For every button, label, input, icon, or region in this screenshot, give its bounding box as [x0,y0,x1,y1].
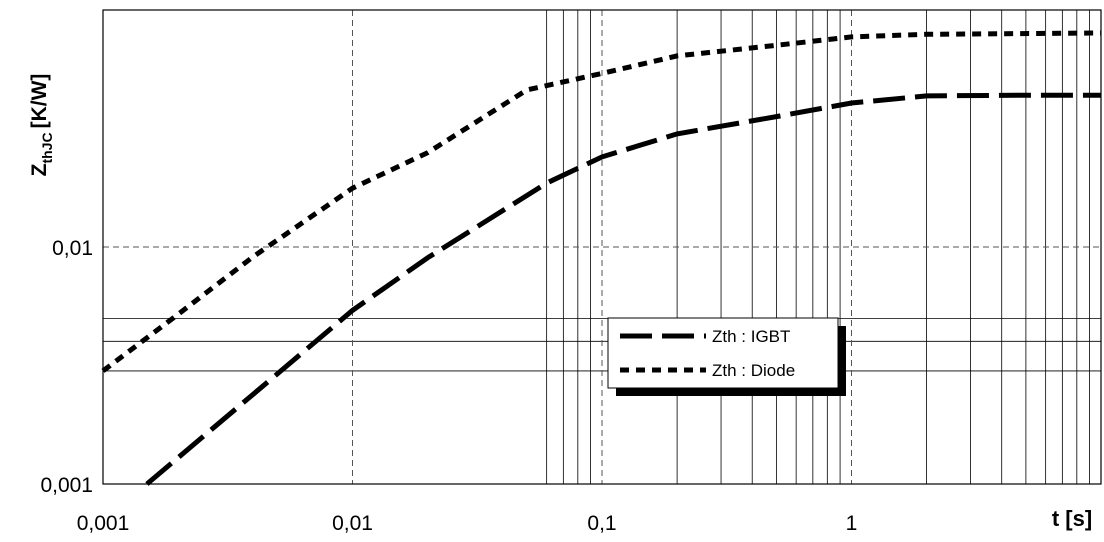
x-tick-label: 1 [846,512,858,535]
legend-label: Zth : IGBT [712,327,790,346]
legend [607,317,839,389]
x-tick-label: 0,001 [77,512,130,535]
y-label-main: Z [28,163,51,176]
series-line [101,30,1102,373]
y-tick-label: 0,01 [52,237,93,260]
legend-label: Zth : Diode [712,361,795,380]
x-axis-label: t [s] [1052,506,1092,531]
series-line [145,92,1101,486]
x-tick-label: 0,01 [332,512,373,535]
y-tick-label: 0,001 [40,474,93,497]
y-axis-label: ZthJC [K/W] [28,74,55,177]
y-label-unit: [K/W] [28,74,51,129]
x-tick-label: 0,1 [587,512,616,535]
plot-frame [102,9,1102,485]
y-label-sub: thJC [39,132,55,163]
